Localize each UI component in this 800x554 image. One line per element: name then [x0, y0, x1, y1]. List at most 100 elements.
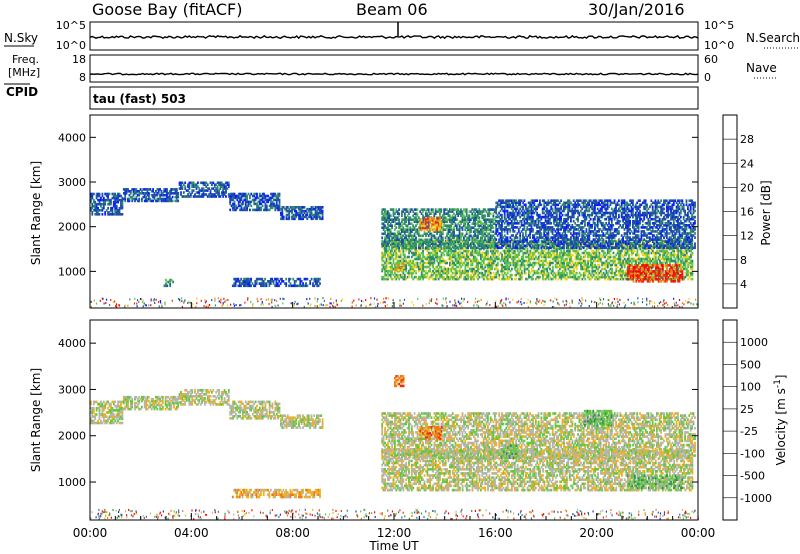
scatter-cell	[464, 263, 467, 267]
scatter-cell	[425, 261, 427, 265]
scatter-cell	[314, 213, 317, 217]
scatter-cell	[470, 251, 472, 255]
scatter-cell	[471, 249, 474, 253]
scatter-cell	[494, 267, 496, 271]
scatter-cell	[149, 199, 152, 203]
scatter-cell	[515, 259, 518, 263]
scatter-cell	[419, 257, 422, 261]
scatter-cell	[506, 236, 509, 239]
scatter-cell	[464, 243, 467, 247]
scatter-cell	[594, 243, 596, 247]
scatter-cell	[464, 247, 467, 251]
scatter-cell	[487, 265, 489, 269]
scatter-cell	[474, 251, 477, 255]
scatter-cell	[396, 259, 399, 263]
scatter-cell	[141, 197, 143, 201]
scatter-cell	[602, 253, 605, 257]
scatter-cell	[321, 209, 324, 213]
scatter-cell	[293, 207, 296, 211]
scatter-cell	[312, 282, 314, 285]
scatter-cell	[475, 271, 478, 275]
scatter-cell	[384, 271, 386, 275]
scatter-cell	[240, 192, 243, 196]
scatter-cell	[314, 207, 317, 211]
scatter-cell	[597, 267, 599, 271]
scatter-cell	[302, 209, 304, 213]
scatter-cell	[587, 273, 589, 277]
scatter-cell	[598, 263, 601, 267]
scatter-cell	[392, 277, 395, 281]
scatter-cell	[535, 261, 537, 265]
scatter-cell	[313, 280, 316, 283]
scatter-cell	[382, 247, 385, 251]
scatter-cell	[595, 249, 598, 253]
scatter-cell	[608, 255, 611, 259]
scatter-cell	[418, 269, 420, 273]
scatter-cell	[94, 202, 97, 206]
scatter-cell	[218, 191, 220, 194]
scatter-cell	[494, 257, 496, 261]
scatter-cell	[491, 239, 494, 243]
scatter-cell	[107, 192, 109, 196]
scatter-cell	[117, 194, 119, 198]
scatter-cell	[254, 192, 257, 196]
scatter-cell	[442, 275, 444, 279]
scatter-cell	[420, 265, 423, 269]
scatter-cell	[202, 181, 205, 185]
scatter-cell	[138, 199, 141, 203]
scatter-cell	[488, 269, 491, 273]
scatter-cell	[215, 189, 218, 192]
scatter-cell	[451, 255, 454, 259]
scatter-cell	[413, 251, 416, 255]
scatter-cell	[235, 204, 237, 208]
scatter-cell	[454, 257, 457, 261]
scatter-cell	[316, 215, 318, 219]
scatter-cell	[408, 249, 410, 253]
scatter-cell	[543, 255, 546, 259]
scatter-cell	[112, 196, 115, 200]
scatter-cell	[484, 273, 487, 277]
scatter-cell	[454, 269, 457, 273]
scatter-cell	[567, 249, 570, 253]
scatter-cell	[101, 192, 104, 196]
scatter-cell	[409, 249, 412, 253]
scatter-cell	[114, 200, 117, 204]
scatter-cell	[453, 253, 455, 257]
scatter-cell	[156, 197, 159, 201]
scatter-cell	[220, 181, 223, 185]
scatter-cell	[457, 265, 460, 269]
scatter-cell	[473, 255, 475, 259]
scatter-cell	[543, 271, 546, 275]
scatter-cell	[563, 249, 565, 253]
scatter-cell	[512, 259, 515, 263]
scatter-cell	[465, 257, 468, 261]
scatter-cell	[160, 193, 163, 197]
scatter-cell	[451, 249, 454, 253]
scatter-cell	[450, 247, 453, 251]
scatter-cell	[494, 253, 496, 257]
scatter-cell	[429, 267, 432, 271]
scatter-cell	[591, 249, 594, 253]
scatter-cell	[107, 198, 109, 202]
scatter-cell	[90, 209, 92, 212]
scatter-cell	[439, 259, 441, 263]
scatter-cell	[409, 263, 412, 267]
scatter-cell	[528, 265, 530, 269]
scatter-cell	[564, 251, 567, 255]
scatter-cell	[449, 257, 451, 261]
scatter-cell	[282, 206, 285, 209]
scatter-cell	[590, 263, 592, 267]
scatter-cell	[574, 277, 577, 281]
scatter-cell	[112, 213, 115, 216]
scatter-cell	[530, 267, 533, 271]
scatter-cell	[389, 267, 392, 271]
scatter-cell	[535, 277, 537, 281]
scatter-cell	[104, 213, 107, 216]
scatter-cell	[587, 275, 589, 279]
scatter-cell	[549, 243, 551, 247]
scatter-cell	[556, 251, 558, 255]
scatter-cell	[281, 211, 284, 215]
scatter-cell	[577, 249, 580, 253]
scatter-cell	[422, 267, 424, 271]
